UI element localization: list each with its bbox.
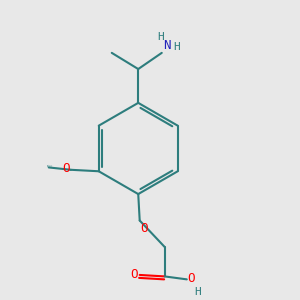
Text: methoxy: methoxy: [55, 168, 61, 169]
Text: N: N: [163, 39, 171, 52]
Text: O: O: [131, 268, 138, 281]
Text: H: H: [173, 42, 180, 52]
Text: O: O: [62, 162, 70, 176]
Text: methoxy: methoxy: [47, 165, 53, 166]
Text: methoxy: methoxy: [47, 165, 53, 166]
Text: H: H: [157, 32, 164, 42]
Text: O: O: [188, 272, 195, 285]
Text: H: H: [194, 287, 201, 297]
Text: O: O: [141, 222, 148, 235]
